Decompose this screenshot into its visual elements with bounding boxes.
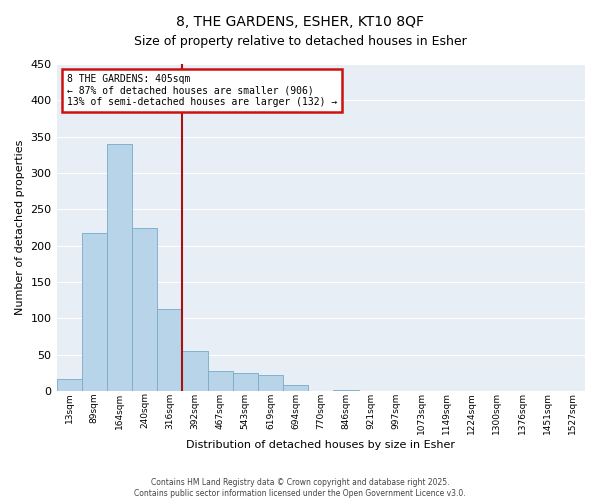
Bar xyxy=(258,375,283,391)
Bar xyxy=(283,385,308,391)
Bar xyxy=(208,372,233,391)
Text: 8, THE GARDENS, ESHER, KT10 8QF: 8, THE GARDENS, ESHER, KT10 8QF xyxy=(176,15,424,29)
Bar xyxy=(182,351,208,391)
Y-axis label: Number of detached properties: Number of detached properties xyxy=(15,140,25,315)
Bar xyxy=(56,378,82,391)
Bar xyxy=(334,390,359,391)
Bar xyxy=(233,373,258,391)
Bar xyxy=(107,144,132,391)
Bar xyxy=(82,232,107,391)
Bar xyxy=(132,228,157,391)
Bar xyxy=(157,309,182,391)
Text: Contains HM Land Registry data © Crown copyright and database right 2025.
Contai: Contains HM Land Registry data © Crown c… xyxy=(134,478,466,498)
Text: 8 THE GARDENS: 405sqm
← 87% of detached houses are smaller (906)
13% of semi-det: 8 THE GARDENS: 405sqm ← 87% of detached … xyxy=(67,74,337,107)
Text: Size of property relative to detached houses in Esher: Size of property relative to detached ho… xyxy=(134,35,466,48)
X-axis label: Distribution of detached houses by size in Esher: Distribution of detached houses by size … xyxy=(186,440,455,450)
